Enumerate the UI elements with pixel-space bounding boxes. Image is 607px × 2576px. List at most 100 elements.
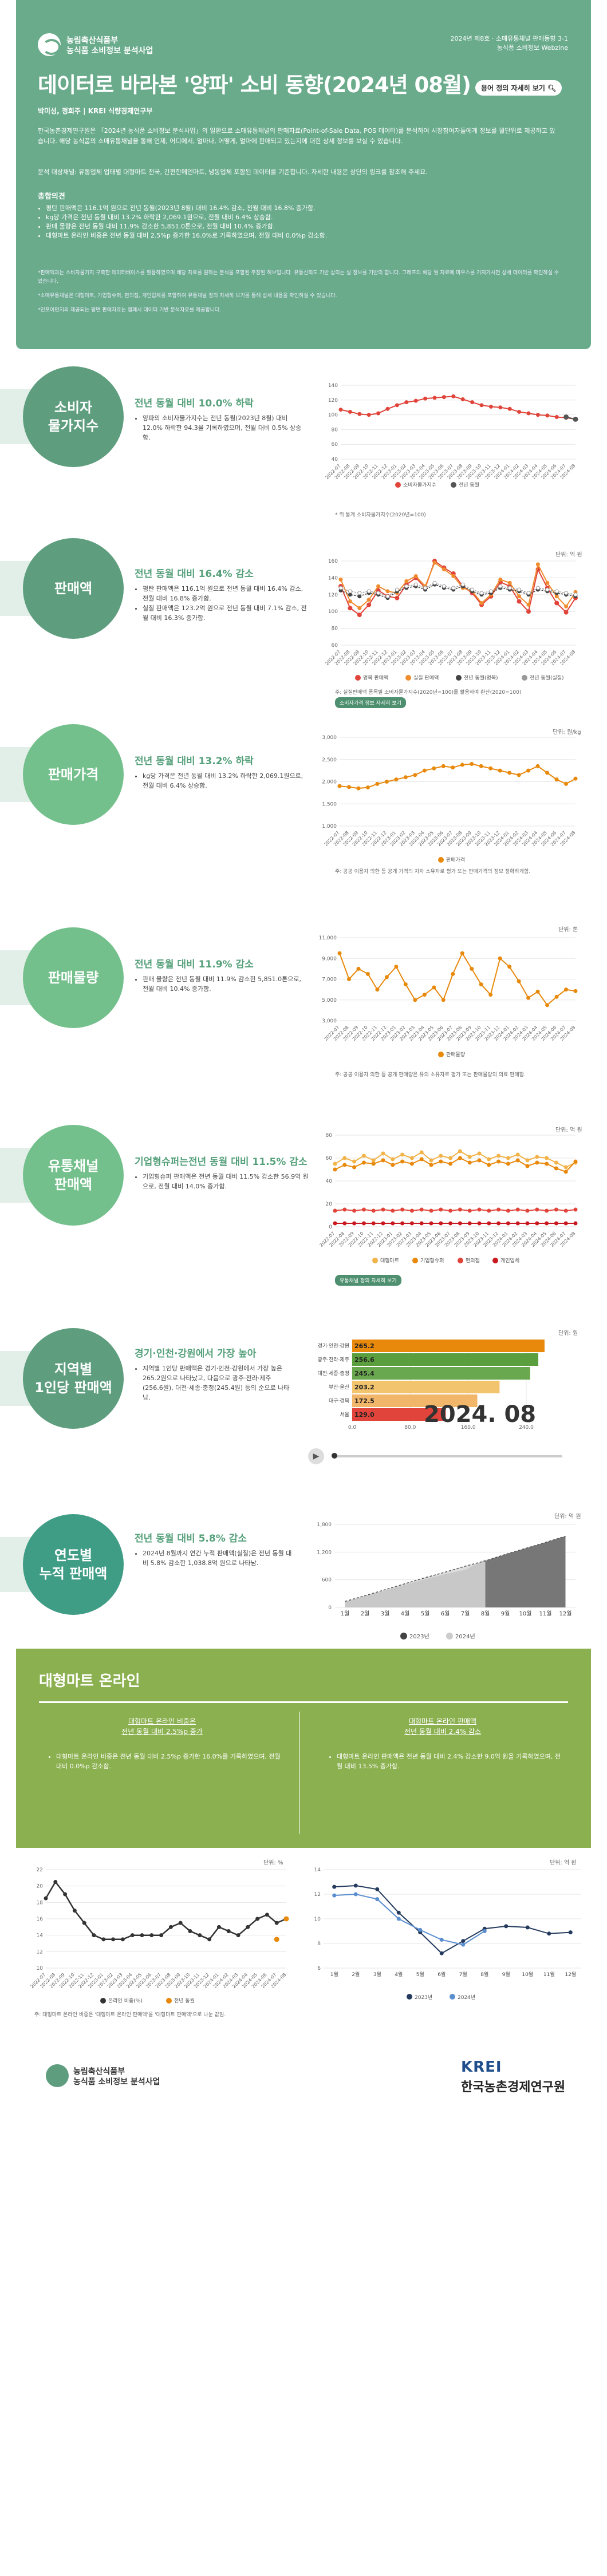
- x-tick-label: 8월: [481, 1610, 490, 1617]
- data-point: [563, 414, 569, 420]
- y-tick-label: 80: [326, 1133, 333, 1139]
- sales-chart[interactable]: 60801001201401602022-072022-082022-09202…: [318, 556, 581, 685]
- volume-chart[interactable]: 3,0005,0007,0009,00011,0002022-072022-08…: [312, 933, 581, 1062]
- data-point: [526, 768, 531, 773]
- data-point: [333, 1208, 337, 1213]
- data-point: [342, 1163, 347, 1167]
- section-cumulative: 연도별 누적 판매액 전년 동월 대비 5.8% 감소 2024년 8월까지 연…: [0, 1514, 607, 1652]
- section-circle: 지역별 1인당 판매액: [23, 1328, 124, 1429]
- note-3: *인포이먼지의 제공되는 평면 판매자료는 캠페시 데이터 기반 분석자료를 제…: [38, 307, 222, 313]
- data-point: [92, 1933, 96, 1938]
- data-point: [554, 1160, 558, 1165]
- cpi-chart[interactable]: 4060801001201402022-072022-082022-092022…: [318, 381, 581, 492]
- y-tick-label: 600: [322, 1578, 332, 1583]
- data-point: [458, 1207, 462, 1212]
- x-tick-label: 11월: [543, 1971, 555, 1978]
- y-tick-label: 8: [317, 1941, 321, 1947]
- data-point: [479, 403, 484, 408]
- data-point: [422, 993, 427, 997]
- series-line: [334, 1893, 485, 1946]
- legend-label: 2024년: [455, 1633, 475, 1640]
- sales-price-button[interactable]: 소비자가격 정보 자세히 보기: [335, 697, 406, 708]
- data-point: [352, 1221, 357, 1226]
- data-point: [338, 408, 343, 412]
- definition-button-label: 용어 정의 자세히 보기: [481, 84, 545, 92]
- legend-label: 2023년: [409, 1633, 429, 1640]
- definition-button[interactable]: 용어 정의 자세히 보기 🔍︎: [475, 80, 562, 96]
- data-point: [451, 394, 456, 398]
- summary-item: kg당 가격은 전년 동월 대비 13.2% 하락한 2,069.1원으로, 전…: [46, 213, 327, 222]
- online-sales-chart[interactable]: 6 8 10 12 14 1월 2월 3월 4월 5월 6월 7월 8월 9월 10월 11월 12월 2023년…: [301, 1865, 587, 2008]
- data-point: [535, 1155, 539, 1159]
- x-tick-label: 1월: [330, 1971, 338, 1978]
- data-point: [432, 396, 437, 400]
- section-headline: 전년 동월 대비 16.4% 감소: [135, 568, 254, 580]
- price-chart[interactable]: 1,0001,5002,0002,5003,0002022-072022-082…: [312, 733, 581, 867]
- data-point: [487, 1208, 491, 1213]
- data-point: [357, 591, 362, 595]
- channel-definition-button[interactable]: 유통채널 정의 자세히 보기: [335, 1275, 401, 1286]
- y-tick-label: 40: [326, 1179, 333, 1184]
- footer-ministry-logo: [46, 2064, 69, 2087]
- price-note: 주: 공공 이용자 의한 등 공개 가격의 자자 소유자로 평가 또는 판매가격…: [335, 869, 531, 875]
- data-point: [573, 592, 578, 597]
- data-point: [342, 1156, 347, 1160]
- cumulative-chart[interactable]: 0 600 1,200 1,800 1월 2월 3월 4월 5월 6월 7월 8월 9월 10월 11월 12…: [306, 1519, 581, 1647]
- section-headline: 전년 동월 대비 11.9% 감소: [135, 959, 254, 970]
- section-headline: 기업형슈퍼는전년 동월 대비 11.5% 감소: [135, 1156, 308, 1168]
- data-point: [545, 1208, 549, 1213]
- data-point: [439, 1938, 444, 1942]
- x-tick-label: 5월: [416, 1971, 424, 1978]
- x-tick-label: 10월: [522, 1971, 533, 1978]
- data-point: [371, 1161, 376, 1166]
- data-point: [394, 777, 399, 782]
- play-button[interactable]: ▶: [308, 1448, 324, 1464]
- legend-label: 대형마트: [380, 1258, 399, 1264]
- timeline-slider[interactable]: [332, 1453, 562, 1459]
- issue-line-1: 2024년 제8호 · 소매유통채널 판매동향 3-1: [450, 35, 569, 42]
- data-point: [442, 567, 446, 572]
- region-chart[interactable]: 0.0 80.0 160.0 240.0 경기·인천·강원 265.2 광주·전라·제주 25…: [306, 1336, 581, 1445]
- data-point: [507, 586, 512, 590]
- summary-list: 평탄 판매액은 116.1억 원으로 전년 동월(2023년 8월) 대비 16…: [38, 204, 327, 240]
- data-point: [458, 1149, 462, 1153]
- data-point: [352, 1159, 357, 1164]
- data-point: [188, 1929, 192, 1933]
- data-point: [283, 1916, 289, 1922]
- data-point: [448, 1208, 453, 1213]
- data-point: [488, 993, 493, 997]
- section-circle: 판매물량: [23, 927, 124, 1028]
- data-point: [554, 589, 559, 594]
- y-tick-label: 10: [37, 1966, 44, 1971]
- y-tick-label: 2,500: [322, 757, 337, 763]
- sales-note: 주: 실질판매액 품목별 소비자물가지수(2020년=100)를 활용하여 환산…: [335, 690, 522, 696]
- data-point: [423, 586, 428, 590]
- data-point: [419, 1157, 424, 1161]
- data-point: [525, 1164, 530, 1168]
- slider-handle[interactable]: [332, 1453, 337, 1459]
- legend-label: 전년 동월: [459, 481, 479, 488]
- x-tick-label: 6월: [441, 1610, 450, 1617]
- data-point: [400, 1221, 405, 1226]
- data-point: [400, 1152, 405, 1157]
- x-tick-label: 12월: [559, 1610, 572, 1617]
- data-point: [384, 780, 389, 784]
- x-tick-label: 3월: [381, 1610, 390, 1617]
- legend-marker: [456, 675, 462, 681]
- page-title: 데이터로 바라본 '양파' 소비 동향(2024년 08월): [38, 73, 471, 97]
- data-point: [413, 998, 417, 1002]
- data-point: [448, 1161, 453, 1166]
- online-share-chart[interactable]: 101214161820222022-072022-082022-092022-…: [23, 1865, 292, 2008]
- channel-chart[interactable]: 0204060802022-072022-082022-092022-10202…: [312, 1131, 581, 1268]
- bar-category-label: 광주·전라·제주: [318, 1356, 349, 1363]
- legend-label: 온라인 비중(%): [108, 1998, 143, 2004]
- online-sales-heading-2: 전년 동월 대비 2.4% 감소: [404, 1728, 482, 1736]
- bar-value-label: 129.0: [354, 1411, 375, 1419]
- summary-item: 대형마트 온라인 비중은 전년 동월 대비 2.5%p 증가한 16.0%로 기…: [46, 231, 327, 240]
- note-1: *판매액과는 소비자물가지 구축한 데이터베이스를 활용하였으며 해당 자료를 …: [38, 270, 559, 285]
- data-point: [429, 1221, 433, 1226]
- org-name-1: 농림축산식품부: [66, 36, 119, 45]
- bar-value-label: 245.4: [354, 1370, 375, 1377]
- data-point: [439, 1153, 443, 1158]
- x-tick-label: 160.0: [461, 1425, 476, 1431]
